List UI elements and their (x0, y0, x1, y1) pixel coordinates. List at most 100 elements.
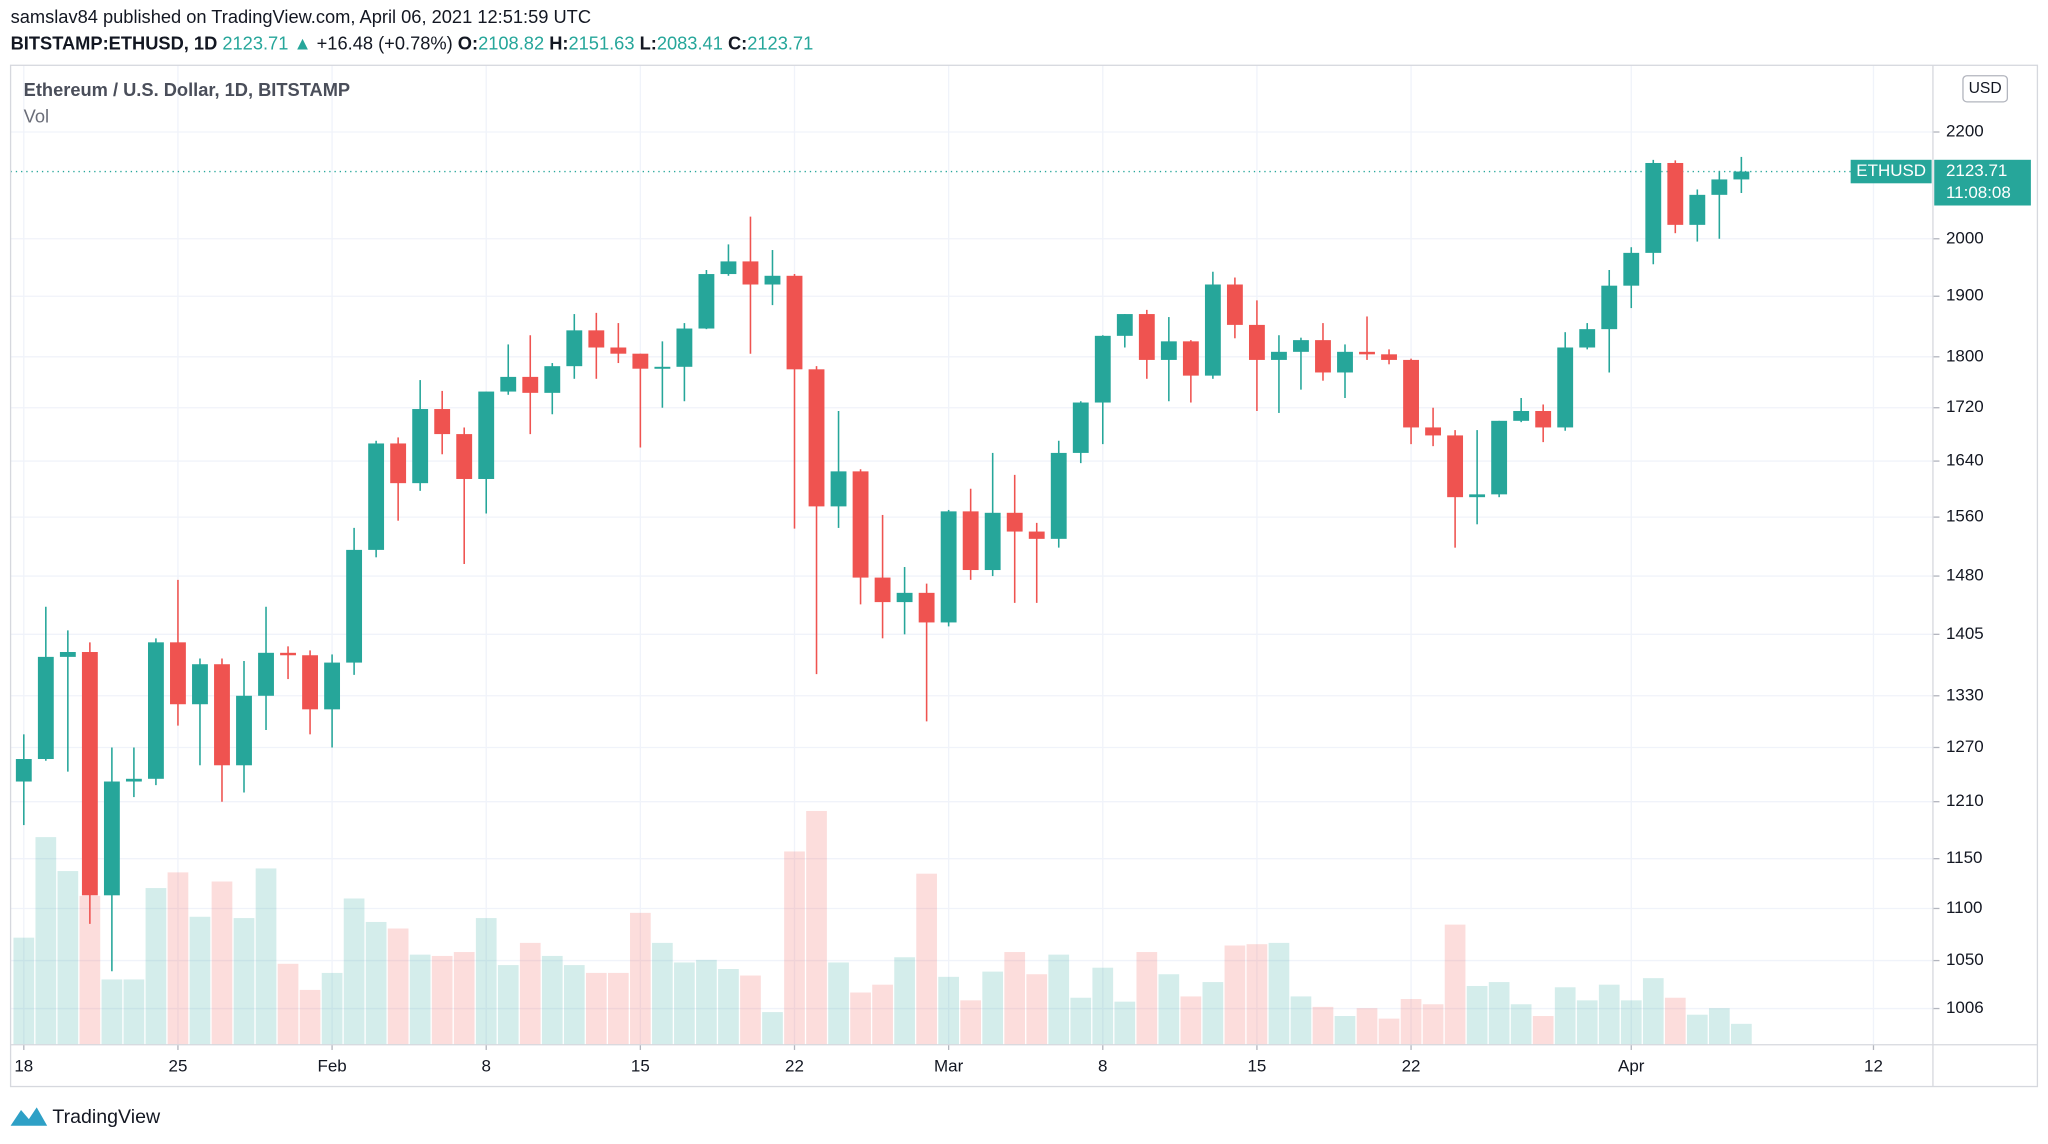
y-tick-label: 1640 (1946, 451, 1984, 470)
y-tick-label: 1006 (1946, 998, 1984, 1017)
y-tick-label: 1480 (1946, 566, 1984, 585)
volume-bar (1224, 945, 1246, 1045)
candle-body (192, 664, 208, 705)
candle-body (1469, 494, 1486, 498)
volume-bar (1576, 1000, 1598, 1045)
candle-body (1667, 162, 1684, 225)
volume-bar (740, 975, 761, 1045)
x-tick-label: 15 (631, 1056, 650, 1075)
candle-body (830, 471, 847, 507)
candle-body (1116, 314, 1133, 336)
volume-bar (982, 971, 1004, 1045)
candle-body (1579, 329, 1596, 348)
candle-body (1072, 402, 1089, 453)
volume-bar (211, 881, 233, 1045)
volume-bar (189, 916, 211, 1045)
candle-body (1226, 284, 1243, 325)
volume-bar (1048, 954, 1070, 1045)
candle-body (918, 592, 935, 623)
o-label: O: (458, 32, 478, 53)
c-label: C: (728, 32, 747, 53)
candle-body (236, 695, 252, 766)
symbol-line: BITSTAMP:ETHUSD, 1D 2123.71 ▲ +16.48 (+0… (11, 32, 814, 53)
y-tick-label: 1405 (1946, 624, 1984, 643)
currency[interactable]: USD (1969, 80, 2002, 97)
volume-bar (1290, 996, 1312, 1045)
candle-body (676, 328, 693, 367)
candle-body (1513, 410, 1530, 421)
candle-body (522, 376, 539, 393)
candle-body (434, 409, 451, 435)
candle-body (808, 369, 825, 507)
candle-body (610, 347, 627, 354)
volume-bar (1114, 1001, 1136, 1045)
volume-bar (1400, 999, 1422, 1045)
candle-body (1028, 531, 1045, 539)
symbol-label: ETHUSD (1856, 161, 1926, 180)
candle-body (1623, 252, 1640, 286)
candle-body (478, 391, 495, 479)
candle-body (368, 443, 385, 550)
volume-bar (365, 921, 387, 1045)
x-tick-label: 22 (1402, 1056, 1421, 1075)
volume-bar (894, 957, 915, 1045)
candle-body (940, 511, 957, 623)
countdown: 11:08:08 (1946, 183, 2011, 202)
x-tick-label: 8 (482, 1056, 491, 1075)
y-tick-label: 1210 (1946, 791, 1984, 810)
candle-body (984, 512, 1001, 571)
candle-body (1535, 410, 1552, 428)
volume-bar (475, 918, 497, 1045)
candle-body (962, 511, 979, 571)
volume-bar (277, 963, 299, 1045)
x-tick-label: 12 (1864, 1056, 1883, 1075)
candle-body (1491, 420, 1508, 495)
candle-body (874, 577, 891, 603)
x-tick-label: 8 (1098, 1056, 1107, 1075)
candle-body (103, 781, 120, 896)
volume-bar (1708, 1008, 1730, 1045)
published-line: samslav84 published on TradingView.com, … (11, 6, 591, 27)
x-tick-label: Mar (934, 1056, 964, 1075)
y-tick-label: 2200 (1946, 121, 1984, 140)
candle-body (1182, 341, 1199, 376)
candle-body (15, 759, 32, 782)
volume-bar (1202, 982, 1224, 1045)
volume-bar (167, 872, 189, 1045)
y-tick-label: 2000 (1946, 228, 1984, 247)
volume-bar (1334, 1016, 1356, 1045)
volume-bar (1092, 967, 1114, 1045)
volume-bar (1246, 944, 1268, 1045)
candle-body (1204, 284, 1221, 376)
last-price-label: 2123.71 (1946, 161, 2007, 180)
volume-bar (1598, 984, 1620, 1045)
volume-bar (1554, 987, 1576, 1045)
volume-bar (1312, 1006, 1334, 1045)
logo: TradingView (10, 1106, 161, 1128)
candle-body (324, 662, 341, 710)
candle-body (1403, 359, 1419, 428)
o-value: 2108.82 (478, 32, 544, 53)
candle-body (1711, 179, 1728, 195)
x-tick-label: 18 (14, 1056, 33, 1075)
volume-bar (1356, 1008, 1378, 1045)
candle-body (59, 652, 76, 657)
volume-bar (255, 868, 277, 1045)
candle-body (1359, 351, 1375, 355)
volume-bar (233, 918, 255, 1045)
chart-title: Ethereum / U.S. Dollar, 1D, BITSTAMP (24, 79, 350, 100)
volume-bar (1422, 1004, 1444, 1045)
x-tick-label: 22 (785, 1056, 804, 1075)
volume-bar (1180, 996, 1202, 1045)
currency-box[interactable] (1962, 75, 2009, 103)
candle-body (125, 778, 142, 782)
candle-body (37, 656, 54, 760)
y-tick-label: 1800 (1946, 346, 1984, 365)
volume-bar (828, 962, 849, 1045)
volume-bar (1444, 924, 1466, 1045)
volume-bar (35, 837, 57, 1045)
volume-bar (652, 942, 673, 1045)
y-tick-label: 1900 (1946, 286, 1984, 305)
candle-body (1645, 162, 1662, 253)
